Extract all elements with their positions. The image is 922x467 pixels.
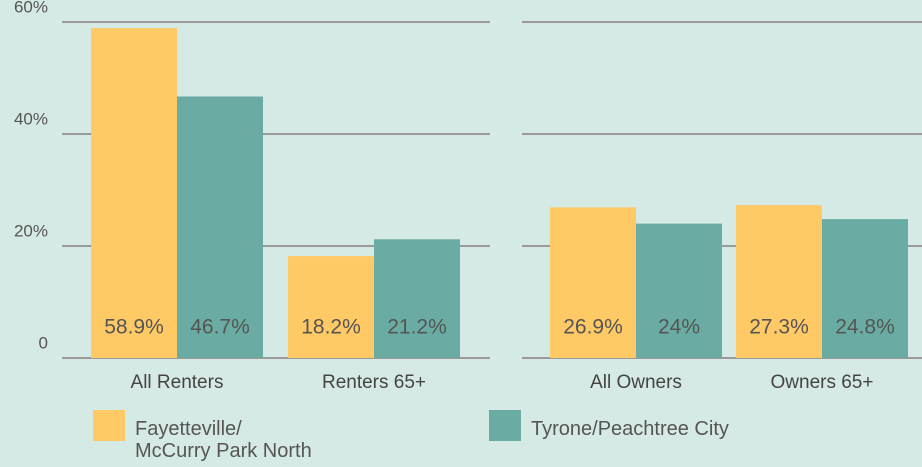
legend-label: Tyrone/Peachtree City (531, 418, 729, 440)
value-label: 24.8% (835, 316, 895, 339)
legend-swatch (489, 410, 521, 441)
bar (736, 205, 822, 358)
chart: 0 20% 40% 60% 58.9% 46.7% All Renters 18.2% 21.2… (14, 0, 922, 393)
bar (550, 207, 636, 358)
legend-item: Tyrone/Peachtree City (489, 410, 729, 441)
value-label: 26.9% (563, 316, 623, 339)
value-label: 18.2% (301, 316, 361, 339)
bar (822, 219, 908, 358)
y-tick-label: 40% (14, 109, 48, 128)
x-tick-label: All Renters (131, 372, 224, 393)
value-label: 58.9% (104, 316, 164, 339)
value-label: 21.2% (387, 316, 447, 339)
value-label: 24% (658, 316, 700, 339)
y-tick-label: 20% (14, 221, 48, 240)
bar (636, 223, 722, 358)
x-tick-label: All Owners (590, 372, 682, 393)
bar (91, 28, 177, 358)
x-tick-label: Renters 65+ (322, 372, 426, 393)
bar (177, 96, 263, 358)
legend-item: Fayetteville/ McCurry Park North (93, 410, 312, 462)
bar (288, 256, 374, 358)
value-label: 27.3% (749, 316, 809, 339)
y-tick-label: 60% (14, 0, 48, 16)
legend-label: Fayetteville/ McCurry Park North (135, 418, 312, 462)
y-tick-label: 0 (39, 333, 48, 352)
bar (374, 239, 460, 358)
value-label: 46.7% (190, 316, 250, 339)
legend-swatch (93, 410, 125, 441)
x-tick-label: Owners 65+ (771, 372, 874, 393)
